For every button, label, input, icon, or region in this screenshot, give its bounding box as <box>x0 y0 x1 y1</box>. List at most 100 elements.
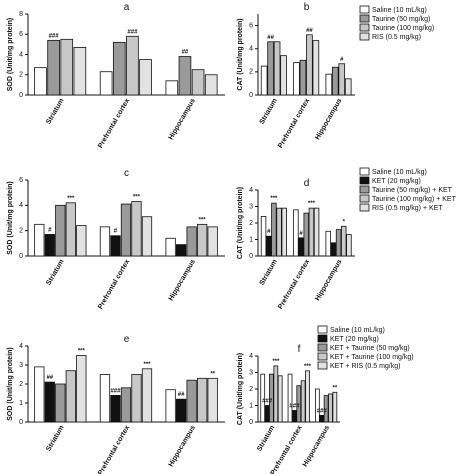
y-tick-label: 0 <box>249 419 253 426</box>
panel-title: d <box>304 178 310 189</box>
significance-label: ## <box>178 392 185 398</box>
bar <box>176 244 187 257</box>
bar <box>312 40 320 96</box>
bar <box>273 365 279 423</box>
bar <box>73 47 87 96</box>
significance-label: ### <box>110 388 121 394</box>
bar <box>308 207 315 257</box>
legend-swatch <box>359 176 370 185</box>
bar <box>178 56 192 96</box>
significance-label: ### <box>127 29 138 35</box>
y-tick-label: 3 <box>249 369 253 376</box>
y-tick-label: 2 <box>249 386 253 393</box>
x-tick-label: Prefrontal cortex <box>97 424 131 474</box>
y-tick-label: 0 <box>249 92 253 99</box>
legend-swatch <box>359 14 370 23</box>
y-tick-label: 2 <box>19 72 23 79</box>
y-tick-label: 0 <box>249 253 253 260</box>
bar <box>300 380 306 423</box>
bar <box>325 73 333 96</box>
bar <box>34 366 45 423</box>
significance-label: *** <box>272 359 280 365</box>
bar <box>319 414 325 423</box>
panel-title: c <box>124 168 129 179</box>
significance-label: # <box>48 227 52 233</box>
significance-label: ## <box>46 375 53 381</box>
x-tick-label: Hippocampus <box>168 97 197 141</box>
x-tick-label: Prefrontal cortex <box>97 97 131 149</box>
bar <box>139 59 152 96</box>
bar <box>260 65 268 96</box>
y-axis-label: CAT (Unit/mg protein) <box>237 18 244 90</box>
bar <box>207 377 218 423</box>
significance-label: # <box>267 229 271 235</box>
bar <box>44 381 55 423</box>
bar <box>341 225 347 257</box>
bar <box>131 374 142 423</box>
significance-label: * <box>343 219 346 225</box>
y-tick-label: 4 <box>19 51 23 58</box>
y-tick-label: 4 <box>249 46 253 53</box>
bar <box>273 41 281 96</box>
panel-title: b <box>304 2 310 13</box>
legend-label: Saline (10 mL/kg) <box>372 169 427 176</box>
legend-swatch <box>359 32 370 41</box>
y-tick-label: 4 <box>19 343 23 350</box>
bar <box>99 226 111 257</box>
legend-swatch <box>359 5 370 14</box>
bar <box>344 78 352 96</box>
legend-label: Taurine (100 mg/kg) <box>372 25 434 32</box>
bar <box>176 398 187 423</box>
panel-title: f <box>298 344 301 355</box>
significance-label: *** <box>143 362 151 368</box>
legend-label: KET + RIS (0.5 mg/kg) <box>330 363 400 370</box>
legend-label: KET (20 mg/kg) <box>330 336 379 343</box>
legend-label: Taurine (50 mg/kg) + KET <box>372 187 453 194</box>
y-tick-label: 6 <box>19 177 23 184</box>
significance-label: *** <box>67 196 75 202</box>
bar <box>55 204 66 257</box>
y-tick-label: 4 <box>249 187 253 194</box>
bar <box>99 71 113 96</box>
bar <box>65 202 76 257</box>
x-tick-label: Hippocampus <box>302 424 331 468</box>
legend-swatch <box>317 334 328 343</box>
significance-label: # <box>340 57 344 63</box>
y-tick-label: 8 <box>19 11 23 18</box>
y-tick-label: 2 <box>19 228 23 235</box>
significance-label: ### <box>289 403 300 409</box>
x-tick-label: Striatum <box>259 259 279 287</box>
bar <box>346 234 352 257</box>
legend-swatch <box>359 167 370 176</box>
bar <box>131 201 142 257</box>
y-tick-label: 6 <box>249 22 253 29</box>
bar <box>112 41 126 96</box>
significance-label: ### <box>262 399 273 405</box>
bar <box>260 373 266 423</box>
bar <box>34 223 45 257</box>
significance-label: *** <box>304 364 312 370</box>
legend-label: Saline (10 mL/kg) <box>372 7 427 14</box>
y-axis-label: SOD (Unit/mg protein) <box>7 18 14 92</box>
x-tick-label: Striatum <box>45 425 65 453</box>
significance-label: ## <box>306 28 313 34</box>
bar <box>271 202 277 257</box>
significance-label: *** <box>270 196 278 202</box>
y-tick-label: 1 <box>249 402 253 409</box>
bar <box>76 355 87 423</box>
bar <box>281 207 287 257</box>
significance-label: *** <box>199 217 207 223</box>
bar <box>323 395 329 423</box>
significance-label: ## <box>267 35 274 41</box>
y-tick-label: 0 <box>19 253 23 260</box>
y-tick-label: 3 <box>19 362 23 369</box>
significance-label: ## <box>182 50 189 56</box>
bar <box>207 226 218 257</box>
bar <box>335 229 342 257</box>
legend-label: RIS (0.5 mg/kg) <box>372 34 421 41</box>
legend-label: Taurine (100 mg/kg) + KET <box>372 196 457 203</box>
x-tick-label: Striatum <box>45 259 65 287</box>
bar <box>141 368 153 423</box>
legend-swatch <box>359 194 370 203</box>
